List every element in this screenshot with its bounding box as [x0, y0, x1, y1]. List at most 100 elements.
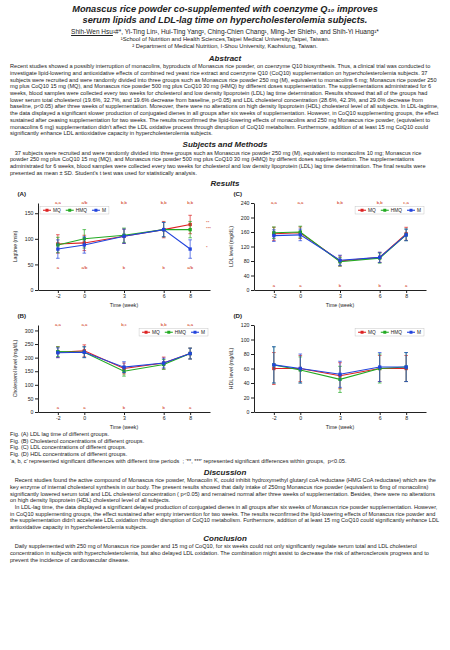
x-tick-label: 8: [405, 293, 408, 299]
error-bar: [83, 345, 87, 357]
point: [299, 233, 302, 236]
error-bar: [56, 348, 60, 358]
point: [378, 256, 381, 259]
legend-swatch-line: [358, 210, 366, 211]
legend-item: MQ: [358, 208, 376, 213]
legend-label: M: [102, 208, 106, 213]
y-tick-mark: [251, 290, 254, 291]
y-tick: 120: [241, 322, 254, 328]
point: [188, 352, 191, 355]
annotation: b,b: [121, 200, 127, 205]
x-tick-label: -2: [56, 415, 61, 421]
y-tick-label: 100: [25, 236, 34, 242]
legend-swatch: [194, 331, 197, 334]
legend-swatch: [46, 209, 49, 212]
legend-item: MQ: [142, 330, 160, 335]
x-tick: 8: [405, 290, 408, 299]
legend-swatch: [167, 331, 170, 334]
y-tick-label: 100: [25, 382, 34, 388]
annotation: a,a: [55, 200, 61, 205]
error-bar: [56, 347, 60, 358]
y-tick-mark: [251, 354, 254, 355]
legend-label: MQ: [152, 330, 160, 335]
legend-label: M: [417, 208, 421, 213]
error-bar: [188, 240, 192, 258]
legend-swatch-line: [191, 332, 199, 333]
annotation: b,b: [337, 200, 343, 205]
y-tick-mark: [251, 412, 254, 413]
series: [56, 221, 192, 252]
legend-box: [40, 206, 109, 214]
annotation: a: [405, 283, 408, 288]
figure-caption: Fig. (A) LDL lag time of different group…: [10, 431, 440, 465]
chart: -20368050100150200250300Time (week)Chole…: [10, 311, 224, 431]
x-tick-label: 0: [83, 293, 86, 299]
error-bar: [83, 237, 87, 253]
x-axis: -20368: [39, 412, 211, 421]
error-bar: [162, 221, 166, 237]
legend-swatch: [361, 331, 364, 334]
x-tick-label: 6: [379, 415, 382, 421]
x-axis: -20368: [255, 412, 427, 421]
x-tick: 6: [163, 290, 166, 299]
point: [83, 351, 86, 354]
annotation: a: [57, 264, 60, 269]
annotation: a,a: [187, 322, 193, 327]
chart-cell: -20368050100150Time (week)Lagtime (min)(…: [10, 189, 224, 309]
y-tick: 80: [244, 351, 254, 357]
x-tick-label: -2: [272, 415, 277, 421]
y-axis-line: [254, 203, 255, 290]
y-tick-label: 120: [241, 322, 250, 328]
annotation: a: [299, 283, 302, 288]
x-tick: 0: [299, 412, 302, 421]
annotation: a,a: [81, 322, 87, 327]
y-tick-label: 0: [31, 409, 34, 415]
series: [56, 345, 192, 374]
error-bar: [83, 347, 87, 358]
series: [56, 215, 192, 253]
marks: [272, 347, 408, 393]
legend-item: M: [407, 208, 421, 213]
x-tick-label: 6: [379, 293, 382, 299]
y-axis-title: HDL level (mg/dL): [228, 347, 234, 389]
series: [56, 222, 192, 258]
point: [162, 361, 165, 364]
point: [272, 234, 275, 237]
point: [272, 363, 275, 366]
annotation: b: [163, 264, 166, 269]
title: serum lipids and LDL-lag time on hyperch…: [0, 15, 450, 26]
legend-label: HMQ: [391, 330, 402, 335]
annotation: b,b: [161, 200, 167, 205]
annotation: b: [123, 264, 126, 269]
x-tick-label: 0: [299, 293, 302, 299]
y-tick-mark: [251, 339, 254, 340]
error-bar: [272, 347, 276, 383]
point: [188, 352, 191, 355]
annotation: a: [57, 405, 60, 410]
legend-item: HMQ: [66, 208, 87, 213]
x-tick: 3: [123, 412, 126, 421]
y-tick: 40: [244, 273, 254, 279]
point: [404, 365, 407, 368]
y-tick-mark: [251, 383, 254, 384]
annotation: a: [83, 405, 86, 410]
legend-item: M: [191, 330, 205, 335]
legend-label: MQ: [368, 330, 376, 335]
point: [188, 352, 191, 355]
section-heading: Discussion: [10, 468, 440, 478]
y-tick: 160: [241, 229, 254, 235]
point: [338, 373, 341, 376]
error-bar: [162, 222, 166, 236]
x-axis-title: Time (week): [326, 301, 355, 307]
annotation: b,b: [187, 200, 193, 205]
y-tick: 120: [241, 244, 254, 250]
y-tick: 40: [244, 380, 254, 386]
chart: -20368050100150Time (week)Lagtime (min)(…: [10, 189, 224, 309]
y-tick-mark: [251, 217, 254, 218]
legend-swatch: [410, 209, 413, 212]
x-tick-label: 3: [123, 415, 126, 421]
y-tick-mark: [35, 385, 38, 386]
point: [378, 365, 381, 368]
y-tick-label: 40: [244, 380, 250, 386]
point: [56, 351, 59, 354]
